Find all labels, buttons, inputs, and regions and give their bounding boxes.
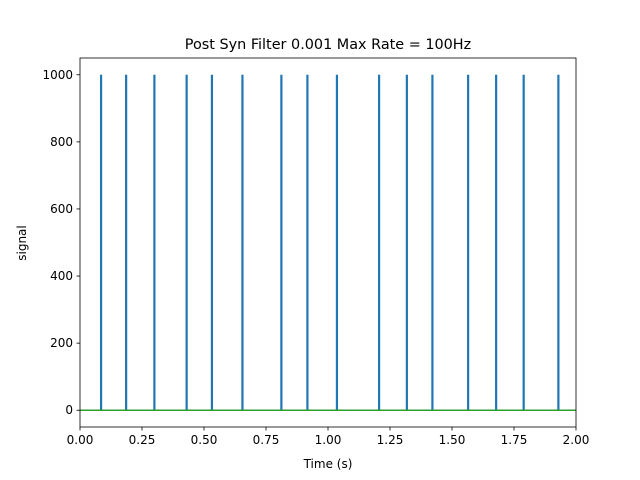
y-axis-ticks: 0 200 400 600 800 1000 xyxy=(42,68,80,417)
x-tick-label: 2.00 xyxy=(563,433,590,447)
y-tick-label: 800 xyxy=(50,135,73,149)
x-tick-label: 0.50 xyxy=(191,433,218,447)
x-tick-label: 1.25 xyxy=(377,433,404,447)
y-tick-label: 600 xyxy=(50,202,73,216)
x-axis-ticks: 0.00 0.25 0.50 0.75 1.00 1.25 1.50 1.75 2.00 xyxy=(67,427,590,447)
x-tick-label: 1.75 xyxy=(501,433,528,447)
chart-title: Post Syn Filter 0.001 Max Rate = 100Hz xyxy=(185,37,471,53)
y-tick-label: 400 xyxy=(50,269,73,283)
y-axis-label: signal xyxy=(15,225,29,261)
y-tick-label: 200 xyxy=(50,336,73,350)
x-tick-label: 0.00 xyxy=(67,433,94,447)
y-tick-label: 0 xyxy=(65,403,73,417)
x-axis-label: Time (s) xyxy=(303,457,353,471)
x-tick-label: 1.00 xyxy=(315,433,342,447)
x-tick-label: 0.75 xyxy=(253,433,280,447)
axes-frame xyxy=(79,57,577,428)
x-tick-label: 1.50 xyxy=(439,433,466,447)
y-tick-label: 1000 xyxy=(42,68,73,82)
x-tick-label: 0.25 xyxy=(129,433,156,447)
plot-area xyxy=(80,74,576,411)
